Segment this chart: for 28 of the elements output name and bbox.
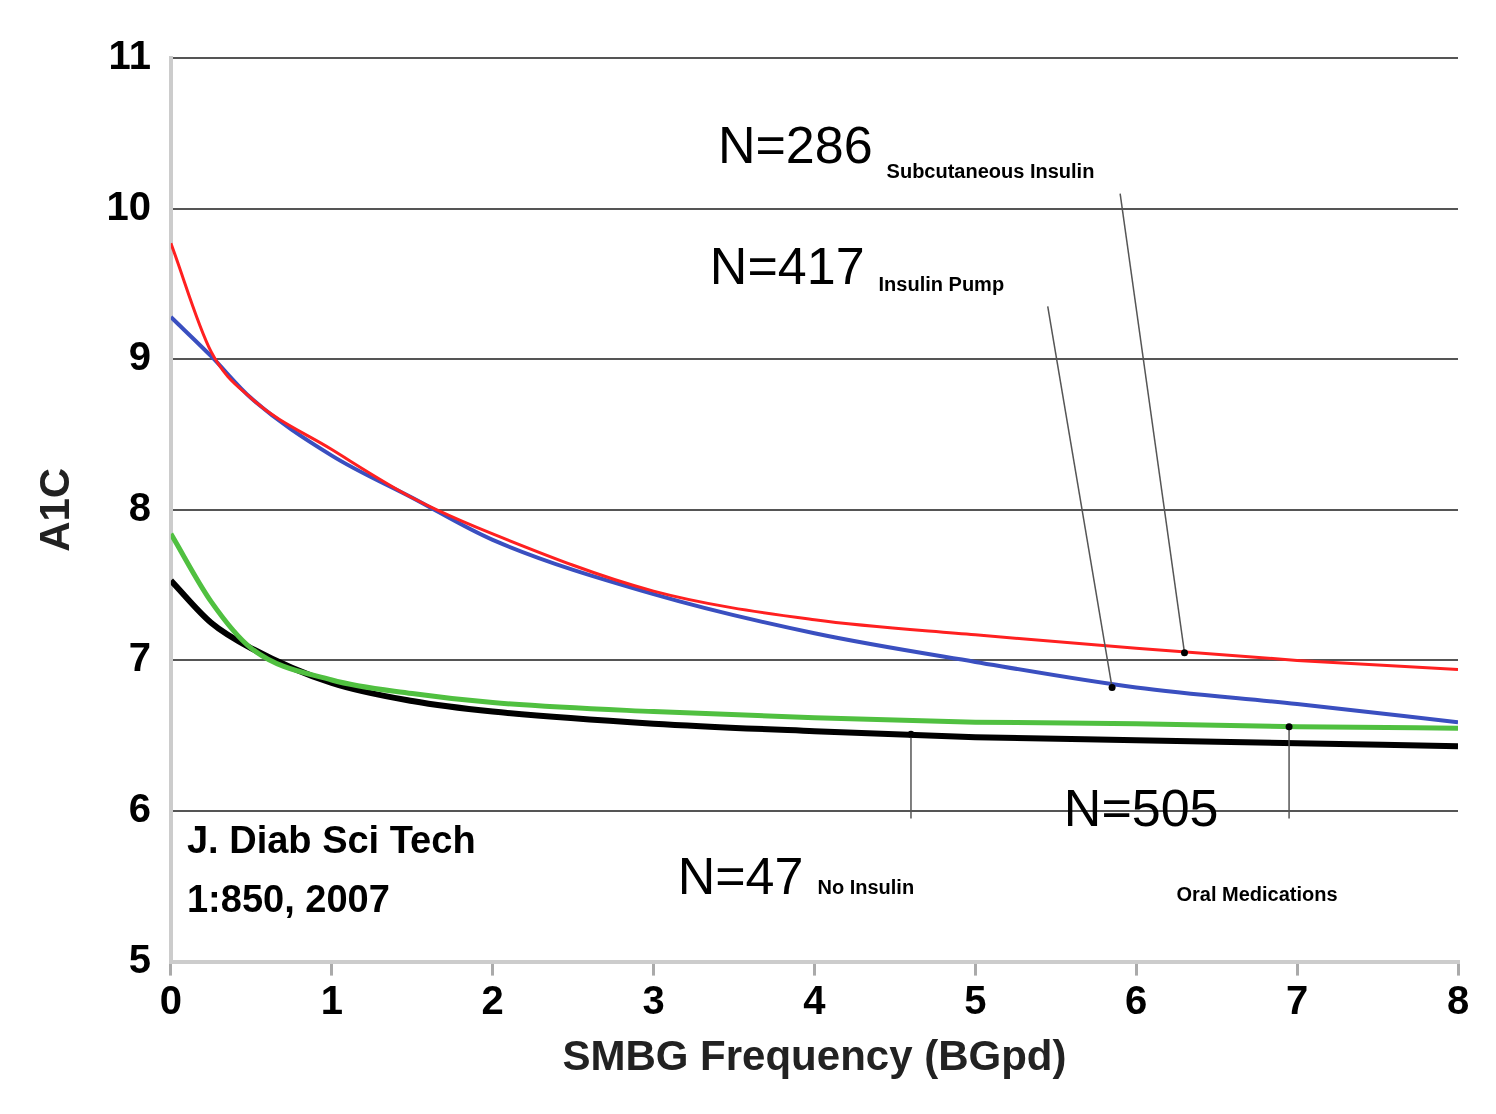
x-tick-label: 7 bbox=[1285, 977, 1309, 1022]
annotation: 1:850, 2007 bbox=[186, 877, 390, 920]
y-tick-label: 8 bbox=[128, 484, 151, 529]
y-tick-label: 7 bbox=[128, 635, 151, 680]
y-tick-label: 11 bbox=[108, 33, 151, 78]
x-tick-label: 6 bbox=[1125, 977, 1148, 1022]
y-tick-label: 6 bbox=[128, 786, 151, 831]
annotation: Subcutaneous Insulin bbox=[886, 160, 1095, 183]
x-tick-label: 0 bbox=[159, 977, 183, 1022]
x-tick-label: 4 bbox=[803, 977, 827, 1022]
x-tick-label: 1 bbox=[320, 977, 343, 1022]
x-tick-label: 3 bbox=[642, 977, 665, 1022]
x-tick-label: 5 bbox=[964, 977, 987, 1022]
annotation: No Insulin bbox=[817, 875, 915, 898]
line-series bbox=[170, 241, 1458, 671]
x-axis-title: SMBG Frequency (BGpd) bbox=[562, 1032, 1067, 1080]
y-tick-label: 9 bbox=[128, 334, 151, 379]
y-axis-title: A1C bbox=[30, 467, 78, 552]
annotation: N=417 bbox=[709, 236, 865, 295]
y-tick-label: 5 bbox=[128, 936, 151, 981]
x-tick-label: 2 bbox=[481, 977, 504, 1022]
annotation: J. Diab Sci Tech bbox=[186, 819, 476, 862]
annotation: Oral Medications bbox=[1176, 883, 1338, 906]
annotation: N=286 bbox=[717, 116, 873, 175]
y-tick-label: 10 bbox=[106, 183, 151, 228]
x-tick-label: 8 bbox=[1446, 977, 1470, 1022]
annotation: Insulin Pump bbox=[878, 273, 1005, 296]
annotation: N=47 bbox=[677, 846, 804, 905]
